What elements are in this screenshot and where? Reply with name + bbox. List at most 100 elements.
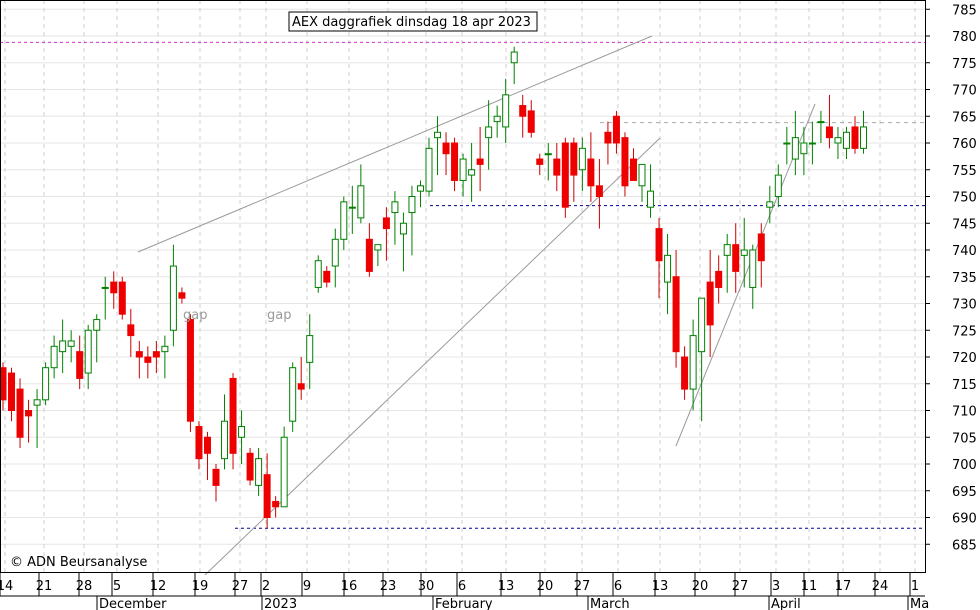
candle: [33, 389, 41, 448]
x-day-label: 3: [772, 579, 780, 594]
candle: [357, 164, 365, 224]
candle: [238, 410, 246, 464]
candle: [749, 244, 757, 309]
candle: [527, 100, 535, 138]
y-tick-label: 730: [952, 298, 977, 313]
candle: [587, 132, 595, 202]
candle: [561, 137, 569, 218]
candle: [272, 496, 280, 518]
candle: [186, 314, 194, 432]
candle: [212, 464, 220, 502]
y-tick-label: 725: [952, 324, 977, 339]
candle: [681, 346, 689, 400]
y-tick-label: 695: [952, 485, 977, 500]
candle: [110, 271, 118, 309]
grid-lines: [0, 0, 925, 573]
candle: [570, 137, 578, 202]
candle: [0, 362, 7, 411]
candle: [374, 244, 382, 267]
candle: [348, 185, 356, 234]
y-tick-label: 755: [952, 164, 977, 179]
candle: [723, 233, 731, 293]
candle: [434, 116, 442, 176]
gap-label-1: gap: [183, 308, 207, 323]
y-axis: 685 690 695 700 705 710 715 720 725 730 735 740 745 7…: [925, 3, 977, 553]
candle: [817, 110, 825, 143]
candle: [408, 185, 416, 256]
x-day-label: 9: [303, 579, 311, 594]
x-day-label: 1: [911, 579, 919, 594]
candle: [578, 137, 586, 192]
candle: [399, 212, 407, 272]
candle: [621, 132, 629, 197]
candle: [229, 373, 237, 470]
y-tick-label: 690: [952, 512, 977, 527]
candle: [331, 228, 339, 288]
x-day-label: 21: [36, 579, 53, 594]
x-day-label: 5: [113, 579, 121, 594]
y-tick-label: 785: [952, 3, 977, 18]
candle: [851, 116, 859, 154]
x-day-label: 27: [574, 579, 591, 594]
candle: [101, 276, 109, 320]
candle: [485, 100, 493, 170]
copyright-text: © ADN Beursanalyse: [10, 555, 147, 570]
x-day-label: 23: [380, 579, 397, 594]
candle: [93, 314, 101, 363]
candle: [774, 164, 782, 208]
candle: [16, 378, 24, 448]
candle: [553, 143, 561, 192]
x-day-label: 2: [262, 579, 270, 594]
y-tick-label: 705: [952, 431, 977, 446]
candle: [604, 121, 612, 165]
x-month-label: March: [590, 597, 630, 610]
y-tick-label: 740: [952, 244, 977, 259]
candle: [800, 126, 808, 176]
candle: [459, 153, 467, 197]
x-day-label: 11: [801, 579, 818, 594]
trendline-april: [675, 103, 816, 447]
candle: [280, 426, 288, 508]
candle: [144, 346, 152, 379]
candle: [476, 126, 484, 192]
y-tick-label: 765: [952, 110, 977, 125]
candle: [740, 217, 748, 288]
candle: [67, 330, 75, 363]
x-day-label: 16: [341, 579, 358, 594]
x-day-label: 28: [76, 579, 93, 594]
candle: [178, 287, 186, 304]
candle: [732, 223, 740, 293]
y-tick-label: 770: [952, 84, 977, 99]
candle: [519, 94, 527, 138]
x-day-label: 24: [872, 579, 889, 594]
candle: [647, 164, 655, 218]
x-day-label: 30: [418, 579, 435, 594]
candle: [25, 399, 33, 443]
x-axis: 14 21 28 5 12 19 27 2 9 16 23 30 6 13 20 27 6 13 20 27 3 11 17…: [0, 573, 929, 610]
candle: [791, 110, 799, 176]
candle: [510, 46, 518, 85]
candle: [340, 196, 348, 250]
candle: [706, 250, 714, 357]
reference-lines: [0, 41, 925, 529]
candle: [76, 335, 84, 390]
y-tick-label: 750: [952, 191, 977, 206]
y-tick-label: 775: [952, 57, 977, 72]
candle: [834, 126, 842, 160]
candle: [382, 207, 390, 261]
x-day-label: 12: [150, 579, 167, 594]
x-month-label: Ma: [910, 597, 929, 610]
candles: [0, 46, 868, 529]
candle: [391, 191, 399, 245]
candle: [8, 367, 16, 422]
plot-frame: [0, 0, 926, 573]
candle: [289, 362, 297, 432]
y-tick-label: 710: [952, 405, 977, 420]
x-day-label: 6: [458, 579, 466, 594]
candle: [595, 159, 603, 229]
x-month-label: December: [99, 597, 167, 610]
x-day-label: 13: [652, 579, 669, 594]
x-day-label: 27: [232, 579, 249, 594]
candle: [59, 319, 67, 374]
